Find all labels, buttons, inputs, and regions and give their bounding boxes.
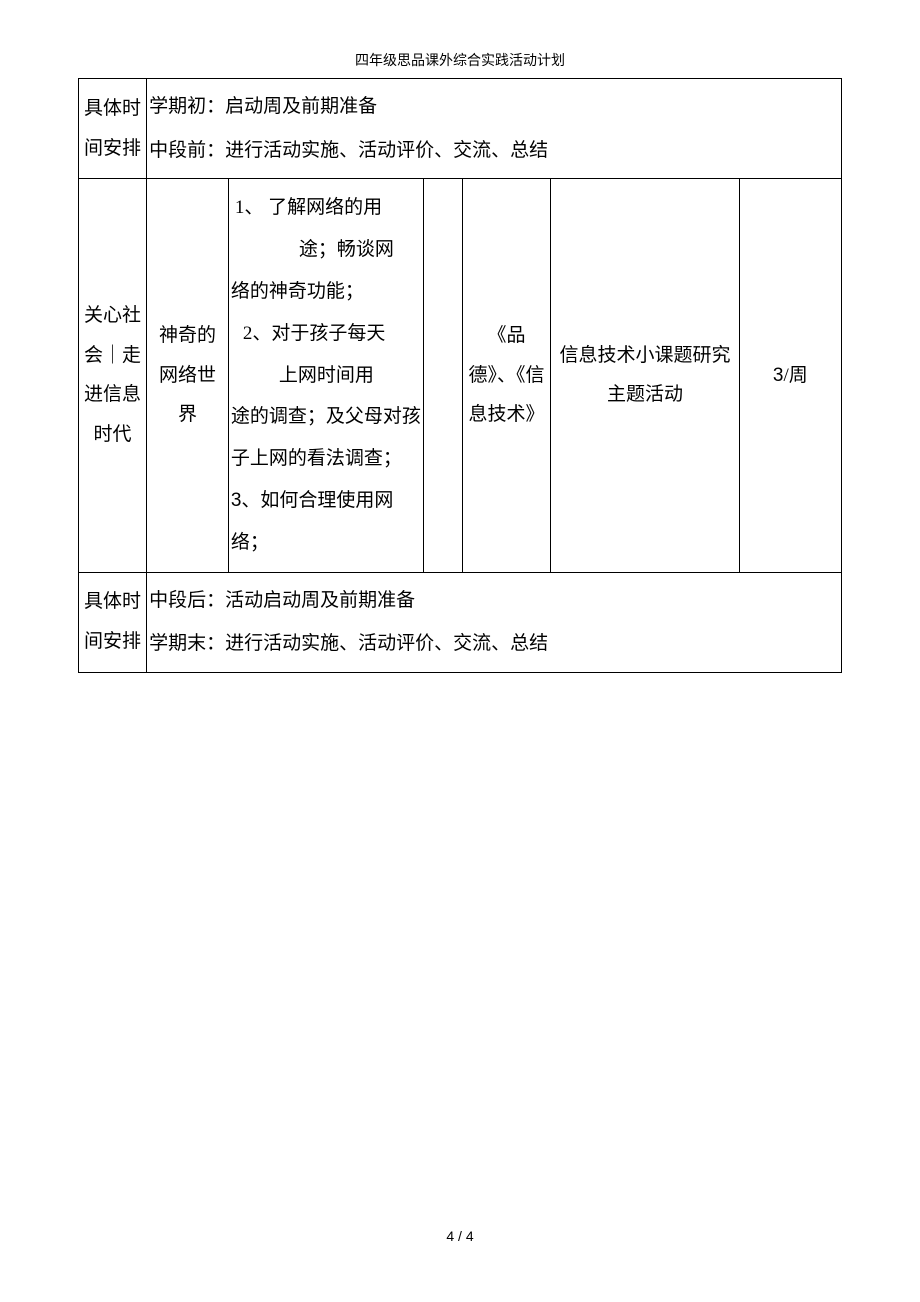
duration-unit: /周 bbox=[784, 365, 808, 386]
schedule-label-cell: 具体时间安排 bbox=[79, 572, 147, 672]
subtheme-cell: 神奇的网络世界 bbox=[147, 179, 229, 572]
content-item: 络的神奇功能； bbox=[231, 271, 421, 313]
schedule-label-cell: 具体时间安排 bbox=[79, 79, 147, 179]
content-item: 1、 了解网络的用 bbox=[231, 187, 421, 229]
content-item: 途；畅谈网 bbox=[231, 229, 421, 271]
document-page: 四年级思品课外综合实践活动计划 具体时间安排 学期初：启动周及前期准备 中段前：… bbox=[0, 0, 920, 673]
activity-plan-table: 具体时间安排 学期初：启动周及前期准备 中段前：进行活动实施、活动评价、交流、总… bbox=[78, 78, 842, 673]
duration-cell: 3/周 bbox=[739, 179, 841, 572]
theme-cell: 关心社会｜走进信息时代 bbox=[79, 179, 147, 572]
page-number: 4 / 4 bbox=[0, 1228, 920, 1244]
schedule-line: 中段后：活动启动周及前期准备 bbox=[149, 579, 837, 623]
content-item: 上网时间用 bbox=[231, 355, 421, 397]
schedule-line: 学期末：进行活动实施、活动评价、交流、总结 bbox=[149, 622, 837, 666]
content-cell: 1、 了解网络的用 途；畅谈网 络的神奇功能； 2、对于孩子每天 上网时间用 途… bbox=[228, 179, 423, 572]
schedule-content-cell: 中段后：活动启动周及前期准备 学期末：进行活动实施、活动评价、交流、总结 bbox=[147, 572, 842, 672]
content-item: 途的调查；及父母对孩子上网的看法调查； bbox=[231, 396, 421, 480]
page-header-title: 四年级思品课外综合实践活动计划 bbox=[78, 50, 842, 70]
content-item: 3、如何合理使用网络； bbox=[231, 480, 421, 564]
schedule-line: 学期初：启动周及前期准备 bbox=[149, 85, 837, 129]
table-row: 具体时间安排 中段后：活动启动周及前期准备 学期末：进行活动实施、活动评价、交流… bbox=[79, 572, 842, 672]
table-row: 具体时间安排 学期初：启动周及前期准备 中段前：进行活动实施、活动评价、交流、总… bbox=[79, 79, 842, 179]
activity-type-cell: 信息技术小课题研究主题活动 bbox=[551, 179, 739, 572]
subject-cell: 《品德》、《信息技术》 bbox=[462, 179, 551, 572]
schedule-line: 中段前：进行活动实施、活动评价、交流、总结 bbox=[149, 129, 837, 173]
empty-cell bbox=[424, 179, 463, 572]
table-row: 关心社会｜走进信息时代 神奇的网络世界 1、 了解网络的用 途；畅谈网 络的神奇… bbox=[79, 179, 842, 572]
content-item: 2、对于孩子每天 bbox=[231, 313, 421, 355]
duration-number: 3 bbox=[773, 365, 784, 386]
schedule-content-cell: 学期初：启动周及前期准备 中段前：进行活动实施、活动评价、交流、总结 bbox=[147, 79, 842, 179]
